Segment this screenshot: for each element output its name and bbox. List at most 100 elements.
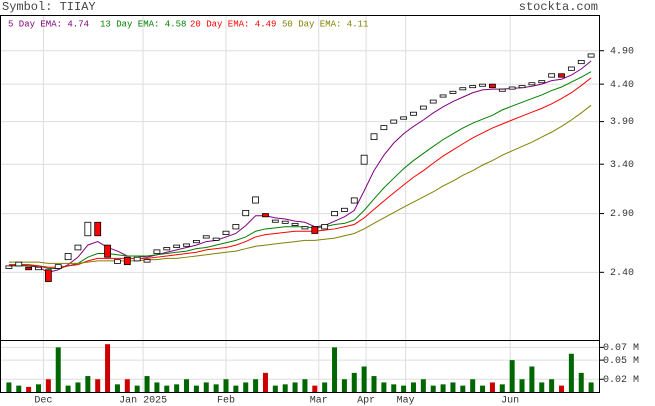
volume-bar xyxy=(223,379,229,392)
volume-bar xyxy=(154,382,160,392)
candle-body xyxy=(183,243,190,247)
candle-body xyxy=(528,82,536,86)
y-tick-label: 2.90 xyxy=(610,209,634,220)
volume-bar xyxy=(361,366,367,392)
volume-tick-label: 0.02 M xyxy=(603,375,639,386)
candle-body xyxy=(341,207,348,212)
candle-body xyxy=(192,239,200,244)
volume-bar xyxy=(430,385,436,392)
volume-bar xyxy=(351,372,357,392)
volume-bar xyxy=(371,376,377,392)
volume-bar xyxy=(124,379,130,392)
volume-bar xyxy=(568,353,574,392)
volume-bar xyxy=(16,385,22,392)
candle-body xyxy=(291,222,299,226)
volume-bar xyxy=(272,385,278,392)
candle-body xyxy=(44,269,52,282)
candle-body xyxy=(489,83,496,89)
volume-bar xyxy=(144,376,150,392)
volume-bar xyxy=(499,384,505,392)
volume-bar xyxy=(460,385,466,392)
candle-body xyxy=(25,266,33,271)
candle-body xyxy=(212,237,220,241)
volume-bar xyxy=(549,379,555,392)
candle-body xyxy=(311,226,319,234)
volume-bar xyxy=(578,372,584,392)
volume-tick-label: 0.07 M xyxy=(603,343,639,354)
volume-bar xyxy=(312,385,318,392)
candle-body xyxy=(350,197,358,204)
volume-bar xyxy=(489,382,495,392)
candle-body xyxy=(518,85,526,89)
candle-body xyxy=(508,86,516,90)
volume-tick-label: 0.05 M xyxy=(603,356,639,367)
volume-bar xyxy=(480,385,486,392)
candle-body xyxy=(114,259,121,264)
candle-body xyxy=(104,244,111,258)
volume-bar xyxy=(233,385,239,392)
candle-body xyxy=(232,224,240,230)
volume-bar xyxy=(134,385,140,392)
candle-body xyxy=(202,235,210,239)
candle-body xyxy=(84,221,92,237)
legend-entry: 5 Day EMA: 4.74 xyxy=(8,19,89,29)
candle-body xyxy=(321,224,329,230)
volume-bar xyxy=(292,382,298,392)
y-tick-label: 3.90 xyxy=(610,117,634,128)
y-tick-label: 3.40 xyxy=(610,160,634,171)
ema-line xyxy=(8,77,592,268)
y-tick-label: 4.40 xyxy=(610,80,634,91)
volume-bar xyxy=(6,382,12,392)
candle-body xyxy=(133,256,141,262)
volume-bar xyxy=(302,379,308,392)
x-tick-label: Jun xyxy=(501,396,519,406)
volume-bar xyxy=(213,384,219,392)
volume-bar xyxy=(262,372,268,392)
candle-body xyxy=(222,230,230,236)
volume-bar xyxy=(253,379,259,392)
x-tick-label: Feb xyxy=(217,395,235,406)
volume-bar xyxy=(410,382,416,392)
ema-line xyxy=(8,104,592,264)
legend-entry: 13 Day EMA: 4.58 xyxy=(100,19,186,29)
volume-bar xyxy=(539,382,545,392)
price-frame xyxy=(0,15,600,341)
volume-bar xyxy=(114,384,120,392)
candle-body xyxy=(538,80,546,84)
volume-bar xyxy=(85,376,91,392)
x-tick-label: Dec xyxy=(34,396,52,406)
candle-body xyxy=(429,99,437,104)
symbol-title: Symbol: TIIAY xyxy=(2,0,96,14)
candle-body xyxy=(252,196,259,204)
volume-bar xyxy=(391,384,397,392)
candle-body xyxy=(577,59,585,65)
candle-body xyxy=(301,226,309,230)
volume-frame xyxy=(0,340,600,393)
candle-body xyxy=(153,249,161,254)
candle-body xyxy=(64,253,72,261)
volume-bar xyxy=(282,384,288,392)
volume-bar xyxy=(519,379,525,392)
legend-entry: 20 Day EMA: 4.49 xyxy=(190,19,276,29)
candle-body xyxy=(360,154,368,165)
candle-body xyxy=(479,83,486,87)
volume-bar xyxy=(509,360,515,392)
candle-body xyxy=(390,119,398,124)
candle-body xyxy=(380,125,388,131)
candle-body xyxy=(410,111,417,116)
volume-bar xyxy=(105,344,111,392)
volume-bar xyxy=(55,347,61,392)
candle-body xyxy=(271,219,279,223)
volume-bar xyxy=(470,379,476,392)
ema-line xyxy=(8,71,592,269)
candle-body xyxy=(262,213,269,218)
x-tick-label: Apr xyxy=(357,396,375,406)
volume-bar xyxy=(75,382,81,392)
candle-body xyxy=(242,209,250,217)
volume-bar xyxy=(322,382,328,392)
volume-bar xyxy=(243,382,249,392)
candle-body xyxy=(331,211,338,217)
candle-body xyxy=(5,265,13,269)
candle-body xyxy=(558,73,565,78)
